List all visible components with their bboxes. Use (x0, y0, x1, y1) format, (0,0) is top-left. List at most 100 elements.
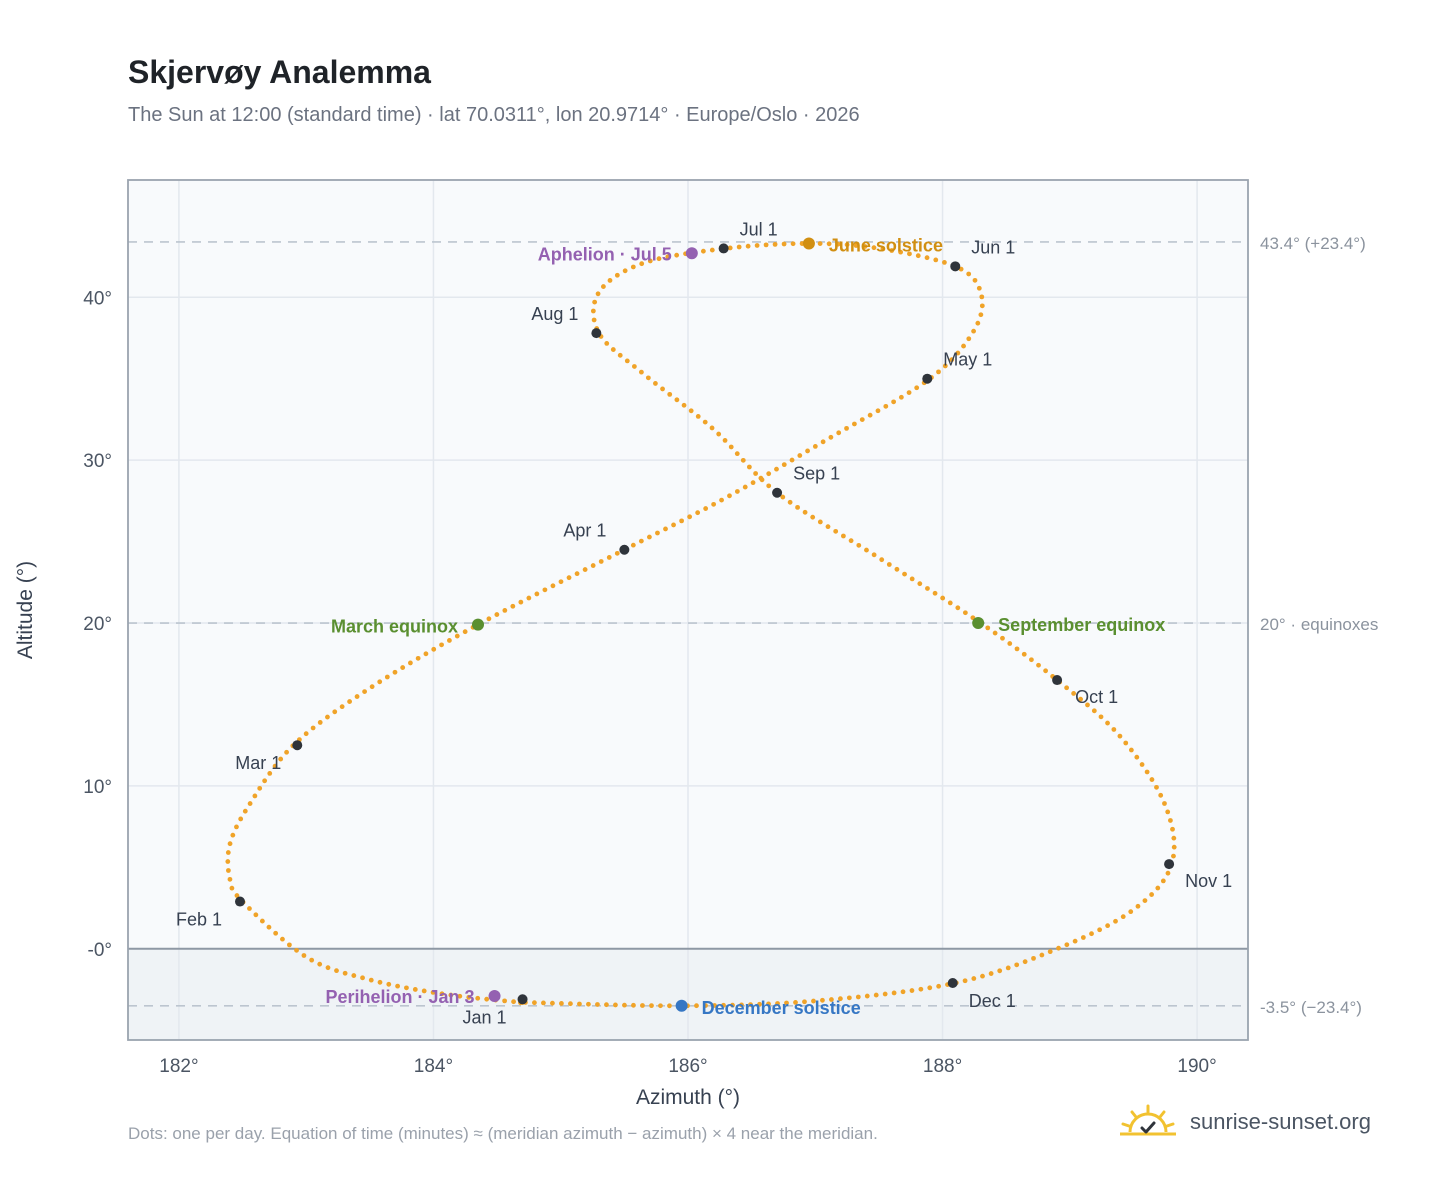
daily-dot (1105, 923, 1111, 929)
daily-dot (702, 419, 708, 425)
daily-dot (875, 408, 881, 414)
daily-dot (550, 583, 556, 589)
daily-dot (674, 252, 680, 258)
daily-dot (1139, 762, 1145, 767)
y-axis-label: Altitude (°) (14, 561, 37, 659)
daily-dot (1056, 945, 1061, 951)
daily-dot (590, 563, 596, 568)
daily-dot (848, 538, 854, 544)
y-tick-label: 40° (83, 288, 112, 309)
daily-dot (927, 985, 933, 991)
daily-dot (1021, 651, 1027, 657)
daily-dot (1135, 903, 1141, 909)
daily-dot (253, 912, 259, 918)
daily-dot (1111, 727, 1117, 732)
daily-dot (789, 457, 795, 463)
daily-dot (1158, 792, 1164, 798)
daily-dot (992, 630, 998, 636)
daily-dot (891, 399, 897, 405)
daily-dot (772, 241, 778, 247)
daily-dot (1072, 938, 1078, 944)
daily-dot (883, 403, 889, 409)
event-marker-label: Perihelion · Jan 3 (325, 987, 474, 1007)
daily-dot (649, 1003, 654, 1009)
daily-dot (259, 918, 265, 924)
daily-dot (795, 504, 800, 510)
daily-dot (407, 660, 413, 666)
daily-dot (979, 294, 985, 300)
daily-dot (386, 981, 392, 987)
daily-dot (757, 1001, 762, 1007)
plot-frame (127, 179, 1249, 1041)
daily-dot (754, 243, 760, 248)
daily-dot (864, 547, 869, 553)
daily-dot (932, 590, 938, 596)
daily-dot (722, 438, 728, 443)
daily-dot (700, 248, 706, 254)
daily-dot (1029, 657, 1034, 663)
daily-dot (856, 542, 862, 548)
daily-dot (917, 581, 923, 587)
month-marker-dot (591, 328, 602, 339)
daily-dot (820, 439, 826, 445)
daily-dot (736, 244, 742, 250)
daily-dot (262, 778, 268, 784)
daily-dot (598, 559, 604, 564)
daily-dot (1170, 826, 1175, 832)
reference-line-label: -3.5° (−23.4°) (1260, 998, 1362, 1017)
daily-dot (1171, 853, 1176, 859)
daily-dot (486, 616, 492, 622)
daily-dot (280, 936, 285, 942)
month-marker-dot (1052, 675, 1063, 686)
event-marker-label: March equinox (331, 617, 458, 637)
month-marker-label: Sep 1 (793, 464, 840, 484)
daily-dot (805, 448, 810, 454)
daily-dot (457, 993, 463, 999)
daily-dot (658, 1003, 663, 1009)
daily-dot (909, 988, 915, 993)
daily-dot (907, 251, 912, 257)
daily-dot (454, 633, 460, 639)
daily-dot (679, 518, 685, 524)
daily-dot (568, 1001, 573, 1007)
daily-dot (1097, 927, 1103, 933)
daily-dot (631, 364, 637, 369)
daily-dot (942, 260, 947, 265)
daily-dot (746, 464, 752, 470)
daily-dot (607, 278, 613, 283)
daily-dot (334, 968, 339, 974)
daily-dot (955, 605, 961, 611)
daily-dot (936, 369, 941, 375)
daily-dot (431, 646, 437, 652)
x-tick-label: 182° (159, 1056, 198, 1077)
daily-dot (475, 995, 481, 1001)
daily-dot (1134, 754, 1140, 760)
page-subtitle: The Sun at 12:00 (standard time) · lat 7… (128, 104, 860, 126)
daily-dot (1128, 747, 1134, 753)
daily-dot (882, 991, 888, 997)
daily-dot (639, 369, 644, 375)
month-marker-dot (292, 740, 303, 751)
daily-dot (781, 241, 787, 247)
daily-dot (510, 603, 516, 609)
daily-dot (309, 957, 315, 963)
daily-dot (703, 1003, 708, 1008)
brand[interactable]: sunrise-sunset.org (1120, 1104, 1371, 1140)
daily-dot (1149, 892, 1155, 897)
daily-dot (604, 340, 610, 346)
daily-dot (502, 998, 508, 1004)
daily-dot (266, 924, 272, 930)
daily-dot (272, 763, 278, 769)
daily-dot (1117, 733, 1123, 739)
daily-dot (332, 709, 338, 715)
daily-dot (518, 599, 524, 605)
daily-dot (817, 519, 823, 525)
sun-logo-icon (1120, 1104, 1176, 1136)
daily-dot (1022, 959, 1028, 965)
axes: 182° 184° 186° 188° 190° -0° 10° 20° 30° 40° (83, 179, 1249, 1077)
daily-dot (688, 408, 694, 414)
daily-dot (582, 567, 588, 572)
daily-dot (947, 600, 953, 606)
daily-dot (859, 417, 865, 422)
